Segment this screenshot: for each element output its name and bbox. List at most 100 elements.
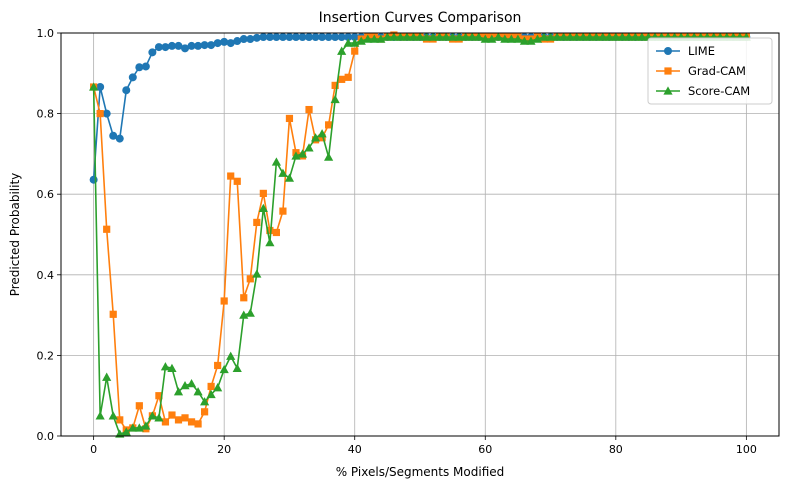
data-point bbox=[428, 32, 438, 41]
data-point bbox=[637, 32, 647, 41]
data-point bbox=[402, 32, 412, 41]
data-point bbox=[310, 133, 321, 142]
data-point bbox=[194, 420, 202, 428]
data-point bbox=[331, 81, 339, 89]
data-point bbox=[233, 177, 241, 185]
data-point bbox=[154, 413, 164, 422]
data-point bbox=[219, 364, 229, 374]
data-point bbox=[186, 379, 197, 388]
data-point bbox=[369, 34, 379, 43]
data-point bbox=[598, 32, 608, 41]
data-point bbox=[128, 423, 138, 432]
data-point bbox=[330, 94, 340, 104]
x-tick-label: 40 bbox=[348, 443, 362, 456]
legend-marker bbox=[663, 86, 673, 95]
data-point bbox=[318, 134, 326, 142]
data-point bbox=[258, 203, 268, 212]
data-point bbox=[604, 32, 614, 41]
data-point bbox=[239, 35, 248, 44]
data-point bbox=[617, 32, 627, 41]
data-point bbox=[167, 41, 176, 50]
data-point bbox=[317, 129, 327, 138]
data-point bbox=[305, 105, 313, 114]
data-point bbox=[350, 33, 359, 42]
data-point bbox=[559, 32, 569, 41]
x-tick-label: 60 bbox=[478, 443, 492, 456]
data-point bbox=[193, 387, 203, 396]
data-point bbox=[266, 226, 274, 235]
legend-item-score-cam: Score-CAM bbox=[656, 84, 750, 98]
data-point bbox=[253, 218, 261, 227]
data-point bbox=[252, 269, 262, 278]
data-point bbox=[421, 32, 432, 41]
data-point bbox=[305, 33, 314, 42]
data-point bbox=[181, 44, 190, 53]
data-point bbox=[168, 411, 176, 419]
data-point bbox=[226, 351, 236, 360]
data-point bbox=[220, 297, 228, 305]
data-point bbox=[103, 225, 111, 233]
data-point bbox=[467, 32, 477, 41]
data-point bbox=[338, 75, 346, 83]
data-point bbox=[173, 387, 184, 396]
legend-marker bbox=[664, 47, 672, 55]
data-point bbox=[408, 32, 419, 41]
data-point bbox=[226, 39, 235, 48]
data-point bbox=[232, 363, 242, 372]
series-layer bbox=[89, 31, 751, 438]
data-point bbox=[141, 62, 150, 71]
data-point bbox=[382, 32, 392, 41]
data-point bbox=[285, 33, 294, 42]
data-point bbox=[311, 33, 320, 42]
data-point bbox=[552, 32, 562, 41]
data-point bbox=[246, 35, 255, 44]
data-point bbox=[448, 32, 458, 41]
data-point bbox=[324, 33, 333, 42]
data-point bbox=[206, 389, 216, 399]
data-point bbox=[167, 363, 177, 372]
data-point bbox=[271, 157, 281, 166]
data-point bbox=[259, 33, 268, 42]
data-point bbox=[539, 32, 549, 41]
y-tick-label: 0.8 bbox=[37, 108, 55, 121]
data-point bbox=[325, 121, 333, 129]
legend-label: Score-CAM bbox=[688, 84, 750, 98]
data-point bbox=[284, 173, 295, 182]
data-point bbox=[389, 32, 399, 41]
data-point bbox=[128, 73, 137, 82]
data-point bbox=[181, 414, 189, 422]
y-tick-label: 0.0 bbox=[37, 430, 55, 443]
data-point bbox=[246, 275, 254, 283]
chart-title: Insertion Curves Comparison bbox=[319, 10, 522, 26]
data-point bbox=[474, 32, 484, 41]
data-point bbox=[259, 189, 267, 197]
data-point bbox=[304, 143, 314, 152]
data-point bbox=[96, 110, 104, 118]
data-point bbox=[630, 32, 640, 41]
data-point bbox=[96, 83, 105, 92]
data-point bbox=[298, 33, 307, 42]
data-point bbox=[611, 32, 621, 41]
data-point bbox=[122, 86, 131, 95]
legend-item-lime: LIME bbox=[656, 44, 715, 58]
data-point bbox=[220, 37, 229, 46]
data-point bbox=[344, 33, 353, 42]
data-point bbox=[148, 48, 157, 57]
data-point bbox=[102, 372, 112, 381]
data-point bbox=[291, 33, 300, 42]
data-point bbox=[213, 383, 223, 392]
data-point bbox=[161, 43, 170, 52]
data-point bbox=[109, 310, 117, 318]
data-point bbox=[434, 32, 445, 41]
data-point bbox=[214, 361, 222, 370]
data-point bbox=[245, 308, 255, 317]
data-point bbox=[324, 152, 334, 161]
data-point bbox=[297, 149, 308, 158]
data-point bbox=[454, 32, 464, 41]
data-point bbox=[135, 63, 144, 72]
data-point bbox=[240, 294, 248, 302]
y-tick-label: 0.2 bbox=[37, 349, 55, 362]
data-point bbox=[227, 172, 235, 180]
data-point bbox=[174, 41, 183, 50]
